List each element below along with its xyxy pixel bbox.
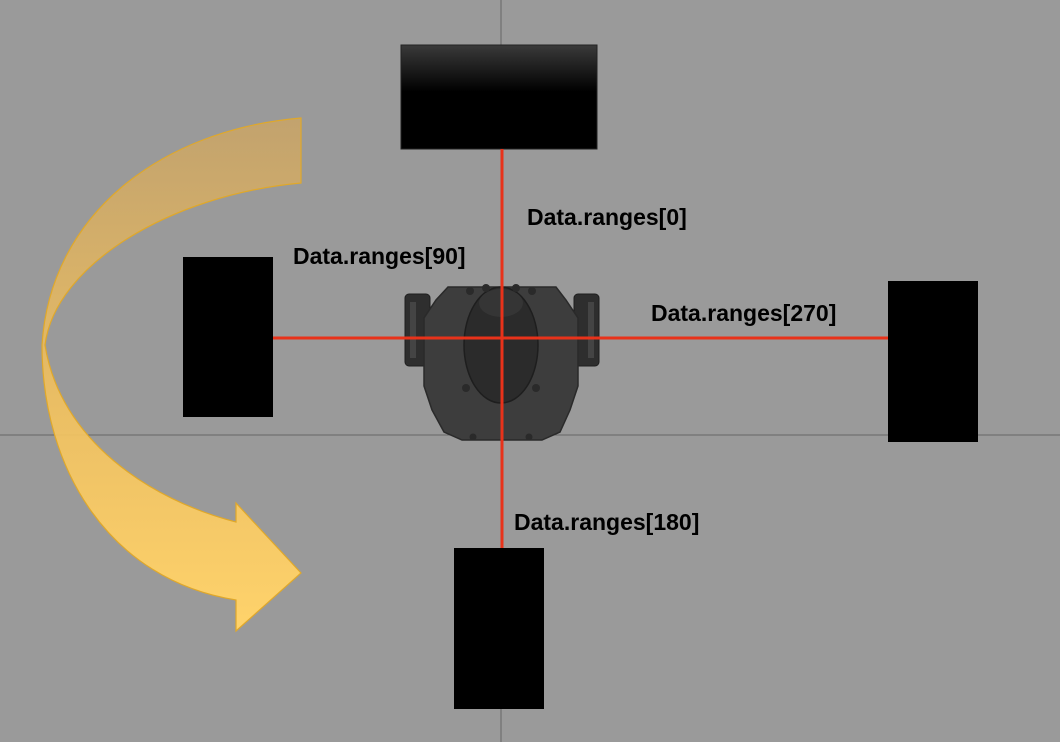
obstacle-right <box>888 281 978 442</box>
label-range-front: Data.ranges[0] <box>527 204 687 230</box>
curved-arrow-icon <box>41 117 302 633</box>
obstacle-front <box>400 44 598 150</box>
label-range-left: Data.ranges[90] <box>293 243 466 269</box>
label-range-right: Data.ranges[270] <box>651 300 837 326</box>
label-range-back: Data.ranges[180] <box>514 509 700 535</box>
obstacle-back <box>454 548 544 709</box>
obstacle-left <box>183 257 273 417</box>
